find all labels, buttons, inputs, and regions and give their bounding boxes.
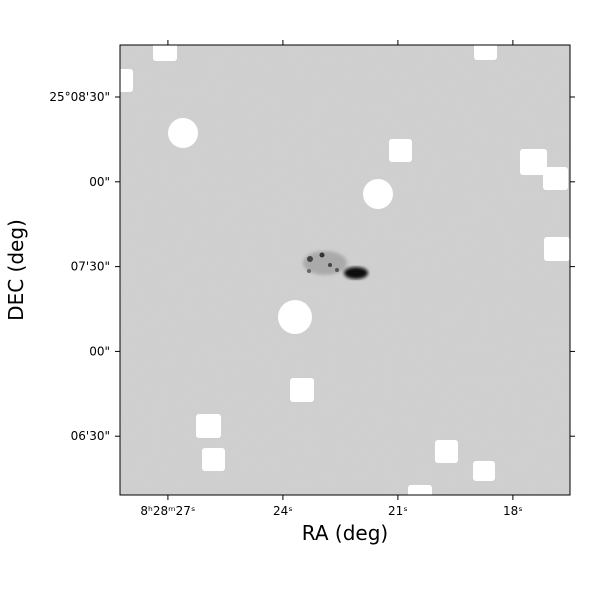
masks: [120, 45, 570, 495]
y-tick-label: 07'30": [71, 260, 110, 274]
y-tick-label: 00": [89, 344, 110, 358]
y-tick-label: 06'30": [71, 429, 110, 443]
y-axis-title: DEC (deg): [4, 219, 28, 321]
x-tick-label: 8ʰ28ᵐ27ˢ: [140, 504, 195, 518]
x-tick-label: 18ˢ: [503, 504, 523, 518]
x-tick-label: 21ˢ: [388, 504, 408, 518]
sky-image: [120, 45, 570, 495]
galaxy: [303, 251, 368, 279]
x-axis-title: RA (deg): [302, 521, 388, 545]
y-tick-label: 25°08'30": [49, 90, 110, 104]
y-tick-label: 00": [89, 175, 110, 189]
plot-frame: [119, 44, 571, 496]
x-tick-label: 24ˢ: [273, 504, 293, 518]
